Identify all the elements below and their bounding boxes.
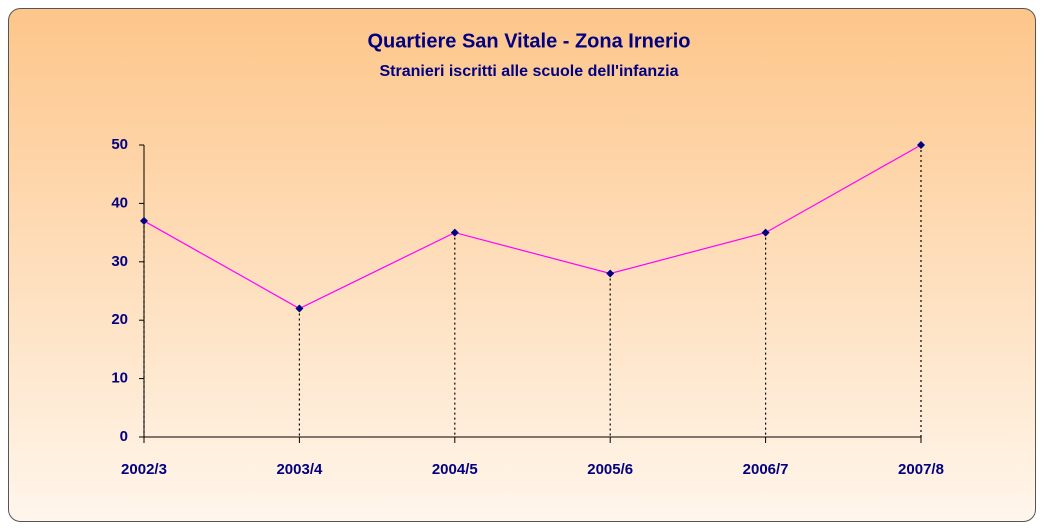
x-tick-label: 2007/8 (898, 461, 944, 478)
y-tick-label: 0 (120, 428, 128, 445)
data-point (140, 216, 148, 225)
y-tick-label: 30 (111, 253, 128, 270)
chart-subtitle: Stranieri iscritti alle scuole dell'infa… (379, 63, 678, 80)
data-point (450, 228, 459, 237)
data-point (761, 228, 770, 237)
data-line (143, 144, 922, 310)
y-tick-label: 20 (111, 311, 128, 328)
data-point (606, 269, 615, 278)
data-point (917, 141, 925, 149)
chart-title: Quartiere San Vitale - Zona Irnerio (367, 30, 690, 52)
y-tick-label: 10 (111, 370, 128, 387)
x-tick-label: 2005/6 (587, 461, 633, 478)
y-tick-label: 50 (111, 136, 128, 153)
x-tick-label: 2004/5 (432, 461, 478, 478)
x-tick-label: 2003/4 (276, 461, 323, 478)
x-tick-label: 2006/7 (743, 461, 789, 478)
data-point (295, 304, 304, 313)
x-tick-label: 2002/3 (121, 461, 167, 478)
chart-area (8, 8, 1036, 522)
y-tick-label: 40 (111, 194, 128, 211)
